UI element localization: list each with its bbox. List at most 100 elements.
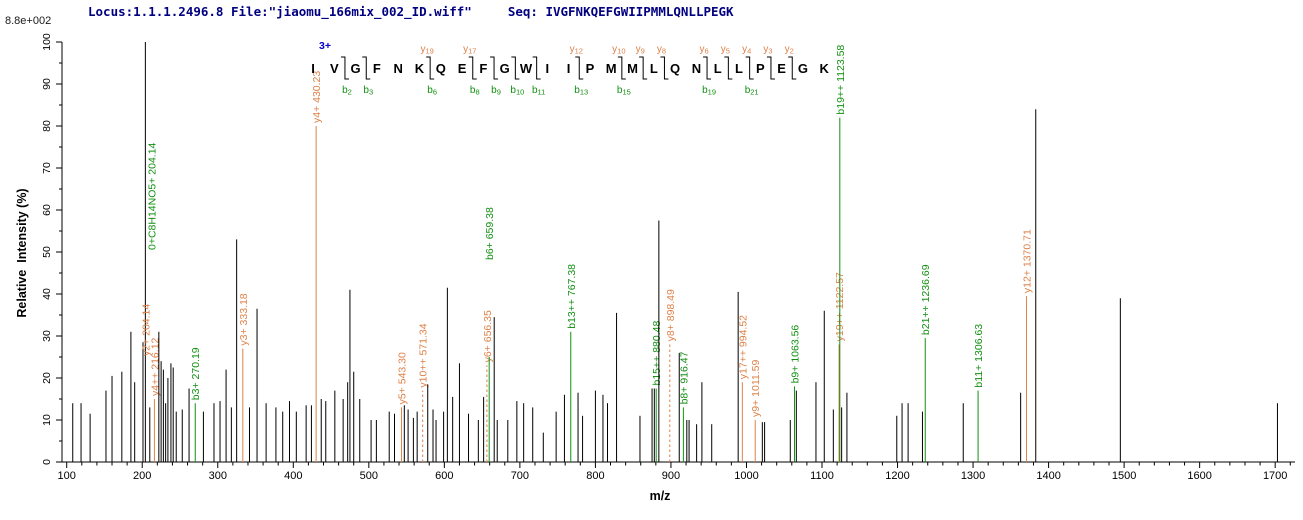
fragment-ion-label: b10 — [510, 85, 524, 97]
residue-letter: W — [520, 61, 533, 76]
fragment-ion-label: b8 — [470, 85, 480, 97]
residue-letter: G — [500, 61, 510, 76]
precursor-charge-label: 3+ — [319, 40, 331, 52]
y-tick-label: 10 — [41, 414, 53, 426]
x-tick-label: 400 — [284, 470, 302, 482]
cleavage-divider — [511, 56, 520, 80]
residue-letter: G — [798, 61, 808, 76]
residue-letter: M — [627, 61, 638, 76]
peak-ion-label: b3+ 270.19 — [190, 347, 202, 400]
residue-letter: Q — [436, 61, 446, 76]
residue-letter: N — [394, 61, 403, 76]
peak-ion-label: y5+ 543.30 — [397, 352, 409, 404]
fragment-ion-label: y6 — [699, 44, 708, 56]
fragment-ion-label: y17 — [463, 44, 476, 56]
residue-letter: I — [567, 61, 571, 76]
fragment-ion-label: b9 — [491, 85, 501, 97]
sequence-label: Seq: IVGFNKQEFGWIIPMMLQNLLPEGK — [507, 4, 734, 19]
x-tick-label: 900 — [662, 470, 680, 482]
x-tick-label: 600 — [435, 470, 453, 482]
y-tick-label: 80 — [41, 120, 53, 132]
fragment-ion-label: y10 — [612, 44, 625, 56]
cleavage-divider — [468, 56, 477, 80]
fragment-ion-label: b21 — [745, 85, 759, 97]
peak-ion-label: b9+ 1063.56 — [789, 325, 801, 384]
residue-letter: F — [373, 61, 381, 76]
peak-ion-label: y9+ 1011.59 — [750, 360, 762, 417]
fragment-ion-label: b19 — [702, 85, 716, 97]
peak-ion-label: y17++ 994.52 — [737, 315, 749, 379]
fragment-ion-label: y4 — [742, 44, 751, 56]
peak-ion-label: y4+ 430.23 — [311, 71, 323, 123]
fragment-ion-label: b6 — [427, 85, 437, 97]
fragment-ion-label: y8 — [657, 44, 666, 56]
cleavage-divider — [575, 56, 584, 80]
x-tick-label: 1700 — [1263, 470, 1287, 482]
fragment-ion-label: y12 — [570, 44, 583, 56]
y-tick-label: 50 — [41, 246, 53, 258]
peak-ion-label: y6+ 656.35 — [482, 310, 494, 362]
residue-letter: M — [606, 61, 617, 76]
residue-letter: L — [650, 61, 658, 76]
cleavage-divider — [703, 56, 712, 80]
residue-letter: Q — [670, 61, 680, 76]
peak-ion-label: b11+ 1306.63 — [973, 324, 985, 388]
peak-ion-label: b21++ 1236.69 — [920, 264, 932, 335]
cleavage-divider — [617, 56, 626, 80]
cleavage-divider — [788, 56, 797, 80]
y-tick-label: 90 — [41, 78, 53, 90]
x-tick-label: 200 — [133, 470, 151, 482]
residue-letter: N — [692, 61, 701, 76]
fragment-ion-label: y19 — [420, 44, 433, 56]
cleavage-divider — [340, 56, 349, 80]
residue-letter: P — [756, 61, 765, 76]
residue-letter: L — [735, 61, 743, 76]
x-tick-label: 1300 — [961, 470, 985, 482]
cleavage-divider — [724, 56, 733, 80]
x-tick-label: 500 — [360, 470, 378, 482]
fragment-ion-label: b11 — [532, 85, 545, 97]
cleavage-divider — [362, 56, 371, 80]
peak-ion-label: b6+ 659.38 — [484, 207, 496, 260]
peak-ion-label: b19++ 1123.58 — [835, 45, 847, 115]
residue-letter: I — [311, 61, 315, 76]
residue-letter: K — [820, 61, 830, 76]
y-tick-label: 30 — [41, 330, 53, 342]
residue-letter: K — [415, 61, 425, 76]
residue-letter: F — [479, 61, 487, 76]
cleavage-divider — [766, 56, 775, 80]
fragment-ion-label: b3 — [363, 85, 373, 97]
spectrum-header: Locus:1.1.1.2496.8 File:"jiaomu_166mix_0… — [88, 4, 734, 19]
fragment-ion-label: b15 — [617, 85, 631, 97]
x-tick-label: 300 — [209, 470, 227, 482]
x-tick-label: 1400 — [1036, 470, 1060, 482]
cleavage-divider — [639, 56, 648, 80]
residue-letter: E — [458, 61, 467, 76]
fragment-ion-label: y3 — [763, 44, 772, 56]
residue-letter: E — [777, 61, 786, 76]
x-tick-label: 1500 — [1112, 470, 1136, 482]
peak-ion-label: y4++ 216.12 — [149, 337, 161, 396]
residue-letter: L — [714, 61, 722, 76]
peak-ion-label: 0+C8H14NO5+ 204.14 — [146, 142, 158, 250]
y-tick-label: 0 — [41, 459, 53, 465]
locus-file-label: Locus:1.1.1.2496.8 File:"jiaomu_166mix_0… — [88, 4, 472, 19]
y-tick-label: 70 — [41, 162, 53, 174]
x-tick-label: 1200 — [885, 470, 909, 482]
cleavage-divider — [490, 56, 499, 80]
x-tick-label: 700 — [511, 470, 529, 482]
y-tick-label: 20 — [41, 372, 53, 384]
y-tick-label: 100 — [41, 33, 53, 51]
peak-ion-label: y10++ 571.34 — [418, 323, 430, 387]
cleavage-divider — [745, 56, 754, 80]
x-tick-label: 1600 — [1187, 470, 1211, 482]
residue-letter: P — [586, 61, 595, 76]
peak-ion-label: y2+ 204.14 — [140, 304, 152, 356]
fragment-ion-label: b13 — [574, 85, 588, 97]
intensity-exponent-label: 8.8e+002 — [5, 15, 52, 27]
peak-ion-label: b13++ 767.38 — [566, 264, 578, 329]
peak-ion-label: y8+ 898.49 — [665, 289, 677, 341]
cleavage-divider — [426, 56, 435, 80]
x-tick-label: 800 — [586, 470, 604, 482]
